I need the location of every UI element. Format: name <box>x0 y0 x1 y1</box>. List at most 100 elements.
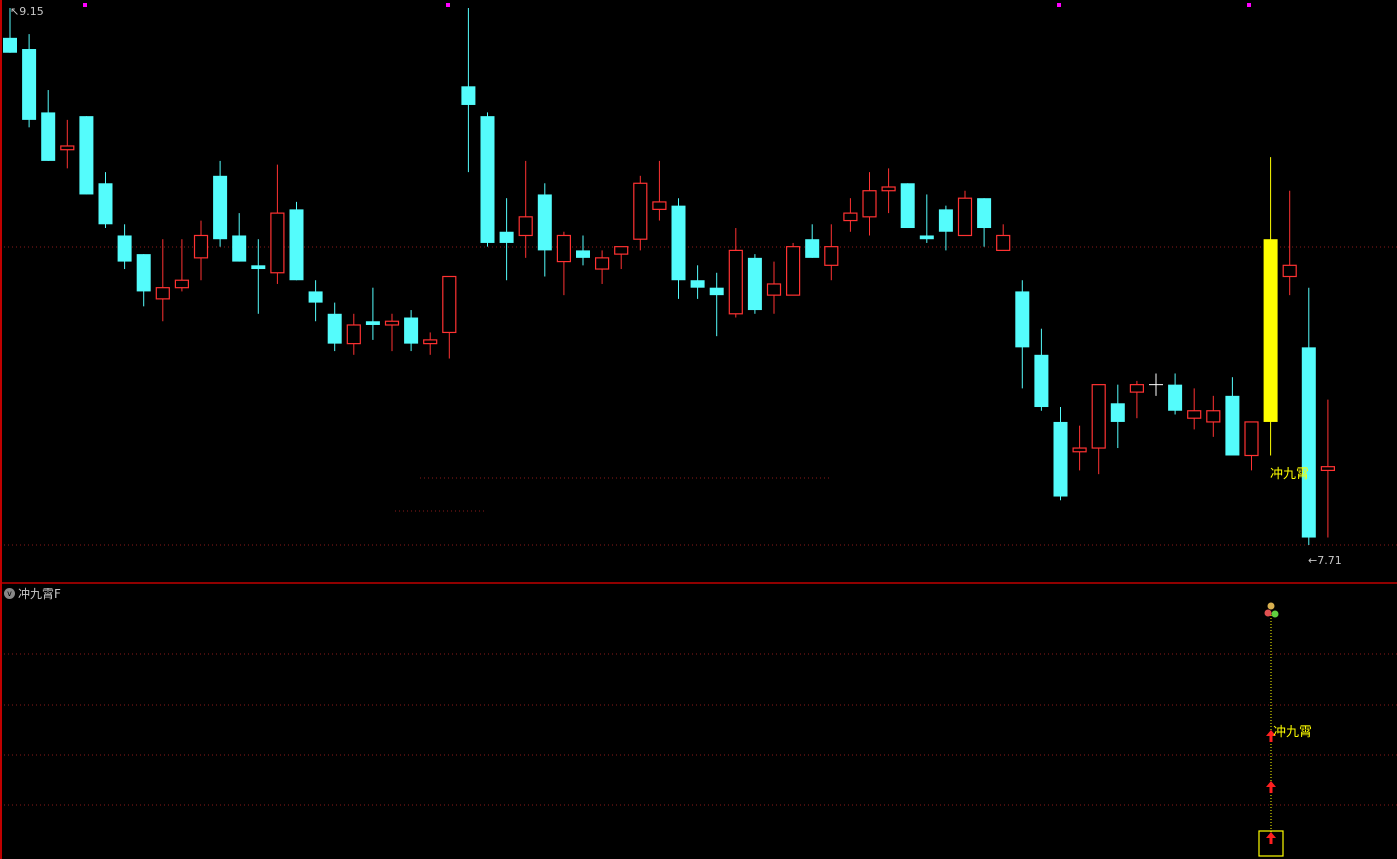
candle <box>213 160 228 247</box>
candle <box>117 224 132 270</box>
candle-body <box>652 201 667 210</box>
candle-body <box>518 216 533 237</box>
ball-icon <box>1264 609 1272 617</box>
candle <box>41 90 56 161</box>
candle-body <box>766 283 782 296</box>
candle-body <box>862 190 877 218</box>
candle-body <box>957 197 973 237</box>
candle <box>747 254 762 314</box>
candle-body <box>1301 347 1316 538</box>
candle <box>232 213 247 262</box>
candle-body <box>461 86 476 105</box>
candle <box>384 313 400 352</box>
candle-body <box>1110 403 1125 422</box>
candle <box>977 198 992 247</box>
candle-body <box>1263 239 1278 422</box>
candle-body <box>384 320 400 326</box>
candle <box>136 254 151 307</box>
candle-body <box>919 235 934 240</box>
collapse-icon[interactable]: v <box>4 588 15 599</box>
candle <box>251 239 266 314</box>
candle <box>824 224 839 281</box>
candle <box>805 224 820 258</box>
ball-icon <box>1267 602 1275 610</box>
candle-body <box>327 313 342 344</box>
candle-body <box>79 116 94 195</box>
candle-body <box>308 291 323 303</box>
candle <box>633 175 648 251</box>
candle <box>365 287 380 340</box>
candle <box>98 172 113 229</box>
grid-lines <box>0 3 1397 806</box>
candle-body <box>22 49 37 120</box>
candle-body <box>594 257 610 270</box>
candle <box>442 275 457 359</box>
candle <box>499 198 514 281</box>
candle-body <box>346 324 361 345</box>
candle <box>308 280 323 322</box>
candle <box>576 235 590 266</box>
candle <box>1282 190 1297 296</box>
candle <box>1244 421 1259 471</box>
candle-body <box>824 246 839 266</box>
candle-body <box>193 234 209 259</box>
candle <box>346 313 361 355</box>
candle <box>709 272 724 337</box>
candle <box>919 194 934 243</box>
up-arrow-icon <box>1266 832 1276 844</box>
candles <box>3 8 1336 545</box>
candle <box>3 8 17 53</box>
candle-body <box>671 205 686 281</box>
candle <box>480 112 495 247</box>
candle <box>1129 380 1145 419</box>
candle-body <box>404 317 419 344</box>
candle-body <box>614 246 629 255</box>
marker-dot <box>446 3 450 7</box>
candle-body <box>576 250 590 258</box>
candle <box>1301 287 1316 545</box>
candle-body <box>289 209 304 281</box>
candle-body <box>1072 447 1087 453</box>
candle-body <box>977 198 992 229</box>
candle <box>22 34 37 128</box>
up-arrow-icon <box>1266 730 1276 742</box>
candle <box>594 250 610 284</box>
candle-body <box>117 235 132 262</box>
marker-dot <box>1247 3 1251 7</box>
candle-body <box>423 339 438 345</box>
candle <box>1263 157 1278 456</box>
low-price-label: ←7.71 <box>1308 554 1342 567</box>
candle-body <box>1244 421 1259 457</box>
candle <box>1034 328 1049 411</box>
candle-body <box>1034 354 1049 408</box>
candle <box>671 198 686 299</box>
candle-body <box>442 275 457 334</box>
candle <box>728 228 743 318</box>
candle <box>174 239 189 292</box>
candle <box>1110 384 1125 449</box>
indicator-name: 冲九霄F <box>18 587 61 601</box>
low-price-value: 7.71 <box>1317 554 1342 567</box>
candle <box>270 164 285 284</box>
candle <box>289 201 304 281</box>
candle-body <box>633 182 648 240</box>
candle-body <box>709 287 724 296</box>
candle <box>1072 425 1087 471</box>
candle-body <box>843 212 858 222</box>
candle <box>79 116 94 195</box>
candle-body <box>556 234 572 263</box>
candle <box>537 183 552 277</box>
candle <box>423 332 438 355</box>
candle <box>1053 407 1068 501</box>
candle <box>155 239 170 322</box>
candle-body <box>900 183 915 229</box>
candle-body <box>1168 384 1183 411</box>
candle <box>1091 384 1106 475</box>
candle-body <box>805 239 820 258</box>
candle-body <box>1091 384 1106 449</box>
candle-body <box>728 249 743 315</box>
candle-body <box>480 116 495 243</box>
candle-body <box>1206 410 1221 423</box>
signal-markers <box>1258 602 1284 857</box>
